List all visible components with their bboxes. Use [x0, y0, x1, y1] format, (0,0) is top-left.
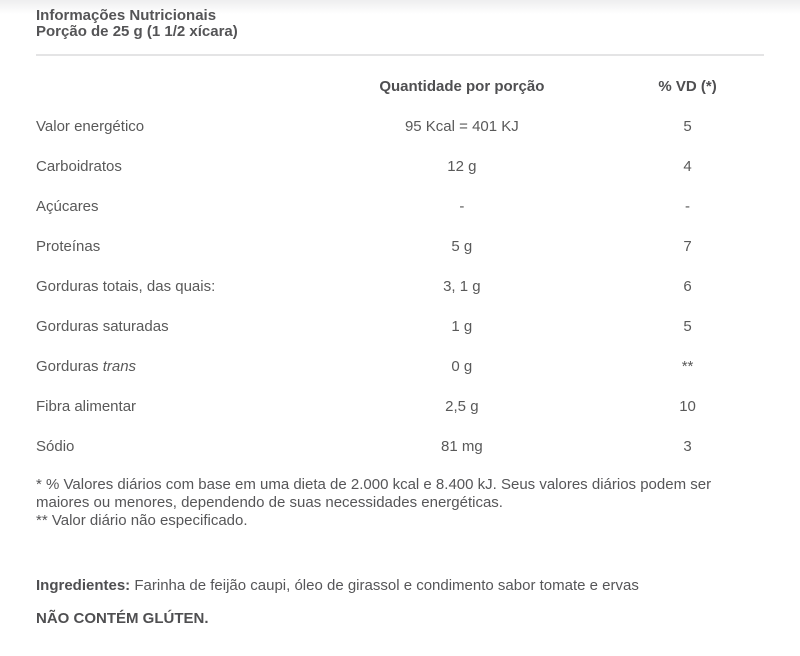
table-row: Fibra alimentar 2,5 g 10: [36, 386, 764, 426]
table-row: Proteínas 5 g 7: [36, 226, 764, 266]
nutrient-quantity: 0 g: [451, 357, 473, 375]
column-header-quantity: Quantidade por porção: [379, 77, 545, 95]
table-row: Sódio 81 mg 3: [36, 426, 764, 466]
ingredients-text: Farinha de feijão caupi, óleo de girasso…: [130, 577, 639, 594]
nutrient-label: Gorduras trans: [36, 358, 313, 375]
table-row: Valor energético 95 Kcal = 401 KJ 5: [36, 106, 764, 146]
serving-size: Porção de 25 g (1 1/2 xícara): [36, 23, 238, 40]
footnotes: * % Valores diários com base em uma diet…: [36, 476, 764, 530]
nutrient-dv: 3: [683, 437, 692, 455]
nutrient-quantity: 12 g: [447, 157, 477, 175]
nutrient-label: Fibra alimentar: [36, 397, 137, 415]
nutrient-quantity: -: [459, 197, 465, 215]
nutrient-label: Carboidratos: [36, 157, 122, 175]
table-row: Gorduras totais, das quais: 3, 1 g 6: [36, 266, 764, 306]
nutrient-dv: 4: [683, 157, 692, 175]
nutrient-dv: -: [685, 197, 691, 215]
nutrient-quantity: 2,5 g: [445, 397, 479, 415]
table-header-row: Quantidade por porção % VD (*): [36, 66, 764, 106]
footnote-unspecified: ** Valor diário não especificado.: [36, 512, 248, 529]
nutrition-table: Quantidade por porção % VD (*) Valor ene…: [36, 66, 764, 466]
nutrient-label: Açúcares: [36, 197, 99, 215]
footnote-daily-values: * % Valores diários com base em uma diet…: [36, 476, 712, 511]
nutrient-quantity: 95 Kcal = 401 KJ: [404, 117, 519, 135]
nutrient-label: Valor energético: [36, 117, 145, 135]
ingredients-line: Ingredientes: Farinha de feijão caupi, ó…: [36, 577, 764, 595]
nutrient-label-italic: trans: [102, 357, 137, 375]
nutrient-label: Gorduras totais, das quais:: [36, 277, 216, 295]
nutrient-label: Sódio: [36, 437, 75, 455]
nutrient-label: Gorduras saturadas: [36, 317, 169, 335]
nutrient-label-text: Gorduras: [36, 357, 103, 375]
nutrient-dv: **: [681, 357, 694, 375]
nutrient-quantity: 5 g: [451, 237, 473, 255]
nutrient-dv: 7: [683, 237, 692, 255]
nutrient-dv: 5: [683, 317, 692, 335]
nutrient-dv: 10: [679, 397, 696, 415]
nutrient-dv: 6: [683, 277, 692, 295]
gluten-free-notice: NÃO CONTÉM GLÚTEN.: [36, 610, 209, 627]
column-header-dv: % VD (*): [658, 77, 717, 95]
nutrient-quantity: 3, 1 g: [443, 277, 481, 295]
table-row: Açúcares - -: [36, 186, 764, 226]
nutrient-label: Proteínas: [36, 237, 101, 255]
ingredients-label: Ingredientes:: [36, 577, 131, 594]
nutrient-quantity: 81 mg: [441, 437, 483, 455]
table-row: Gorduras trans 0 g **: [36, 346, 764, 386]
panel-title: Informações Nutricionais: [36, 7, 217, 24]
table-row: Carboidratos 12 g 4: [36, 146, 764, 186]
table-row: Gorduras saturadas 1 g 5: [36, 306, 764, 346]
nutrient-dv: 5: [683, 117, 692, 135]
nutrient-quantity: 1 g: [451, 317, 473, 335]
header-divider: [36, 54, 764, 56]
